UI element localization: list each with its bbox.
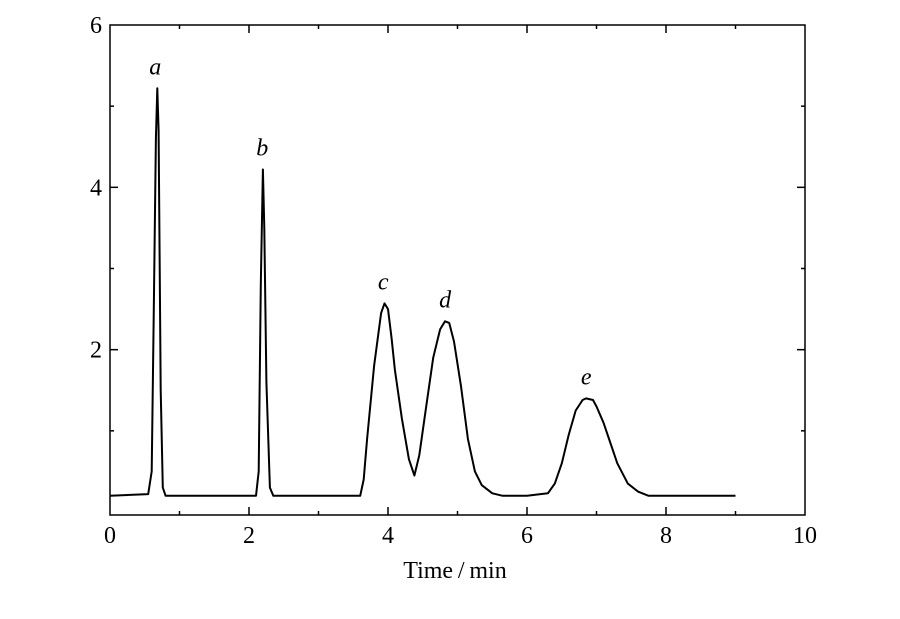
peak-label-e: e — [581, 364, 592, 390]
axis-tick-labels: 0 2 4 6 8 10 2 4 6 — [90, 13, 817, 549]
chromatogram-series-line — [109, 87, 736, 497]
y-tick-label: 4 — [90, 175, 102, 201]
peak-label-d: d — [439, 287, 452, 313]
x-tick-label: 6 — [521, 523, 533, 549]
x-tick-label: 10 — [793, 523, 817, 549]
x-tick-label: 8 — [660, 523, 672, 549]
y-tick-label: 2 — [90, 338, 102, 364]
plot-frame — [109, 24, 806, 516]
x-axis-title: Time / min — [403, 558, 506, 584]
peak-label-c: c — [378, 269, 389, 295]
x-tick-label: 4 — [382, 523, 394, 549]
peak-label-b: b — [256, 135, 268, 161]
axis-ticks — [110, 25, 805, 515]
x-tick-label: 0 — [104, 523, 116, 549]
peak-annotations: a b c d e — [149, 54, 592, 390]
x-tick-label: 2 — [243, 523, 255, 549]
peak-label-a: a — [149, 54, 161, 80]
y-tick-label: 6 — [90, 13, 102, 39]
